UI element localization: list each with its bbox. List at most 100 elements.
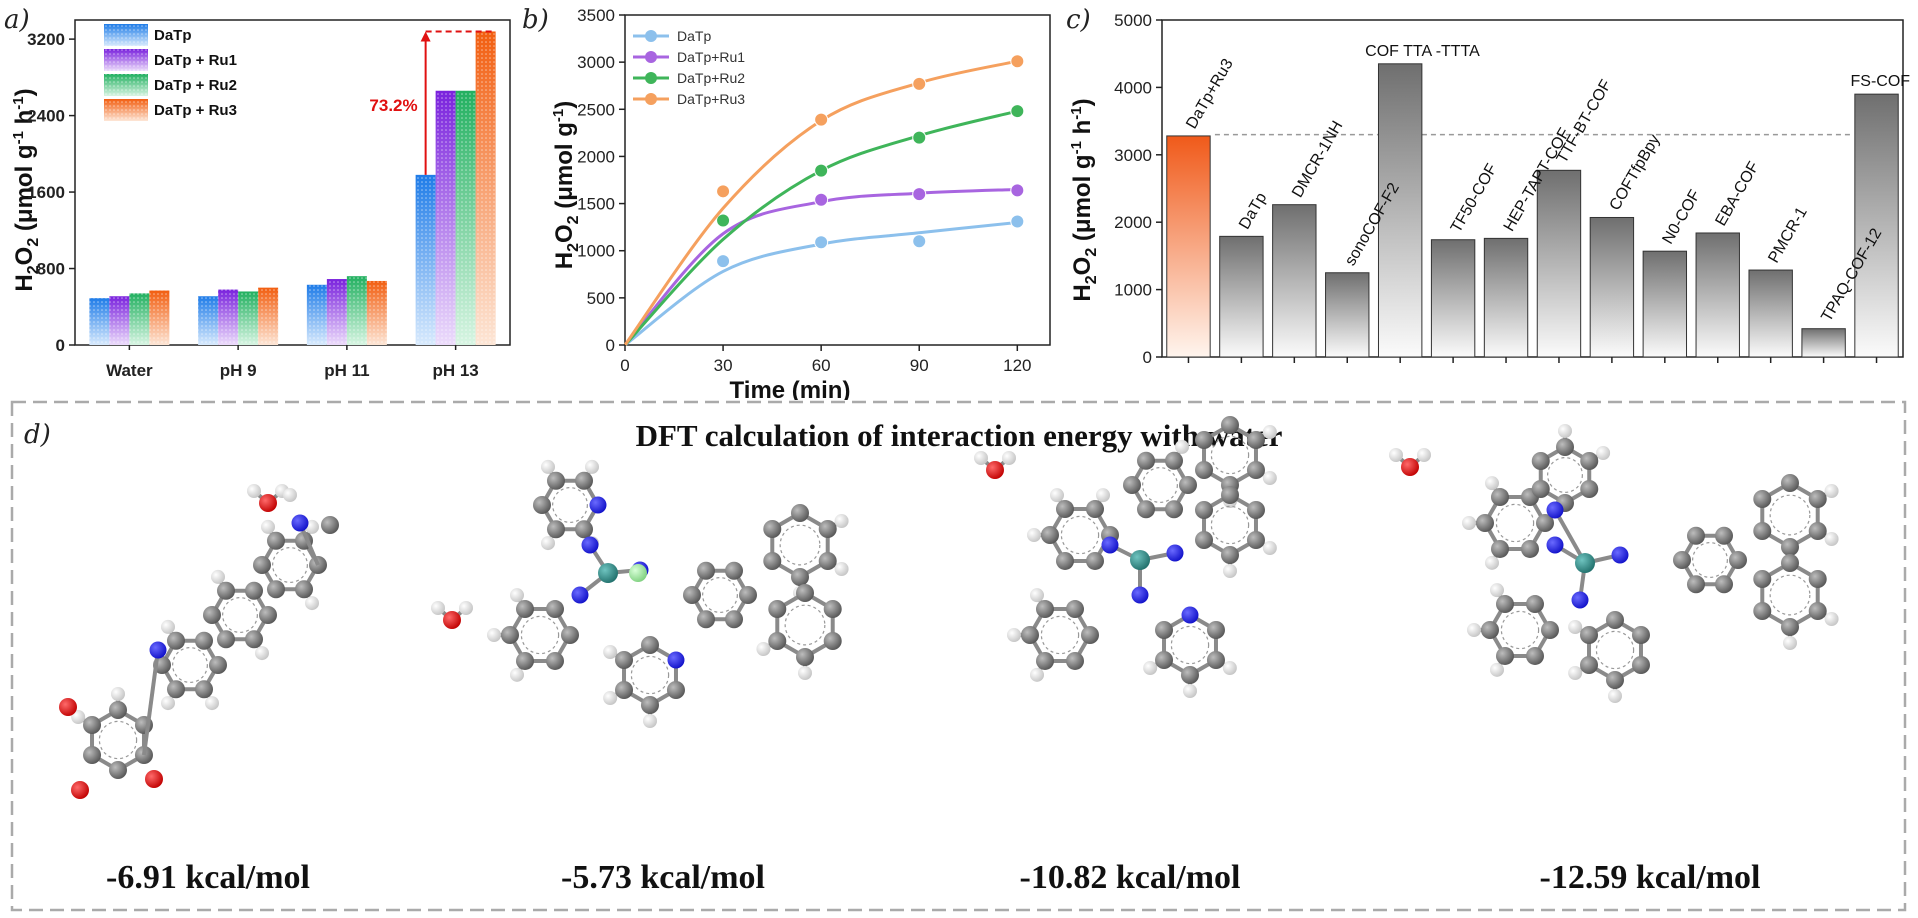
hydrogen-atom <box>510 588 524 603</box>
carbon-atom <box>83 716 102 734</box>
carbon-atom <box>1781 618 1799 636</box>
hydrogen-atom <box>541 459 555 474</box>
carbon-atom <box>1687 526 1705 545</box>
carbon-atom <box>818 552 837 570</box>
panel-b-ylabel: H2O2 (μmol g-1) <box>550 101 582 270</box>
panel-a-category-label: Water <box>106 361 153 380</box>
hydrogen-atom <box>1027 528 1041 542</box>
carbon-atom <box>768 600 787 618</box>
panel-c-bar <box>1536 169 1582 358</box>
panel-c-bar <box>1589 216 1635 358</box>
carbon-atom <box>501 626 519 644</box>
panel-c-bar-label: COF TTA -TTTA <box>1365 43 1480 60</box>
hydrogen-atom <box>603 645 618 659</box>
carbon-atom <box>217 581 235 600</box>
panel-a-bar-texture <box>218 289 239 345</box>
hydrogen-atom <box>1824 484 1839 498</box>
aromatic-ring-marker <box>1210 505 1250 545</box>
hydrogen-atom <box>1030 588 1044 603</box>
panel-b-xtick-label: 30 <box>714 356 733 375</box>
carbon-atom <box>1476 514 1494 532</box>
carbon-atom <box>1729 551 1747 569</box>
nitrogen-atom <box>581 536 599 554</box>
carbon-atom <box>1221 416 1239 434</box>
hydrogen-atom <box>1608 689 1622 703</box>
panel-a-ylabel: H2O2 (μmol g-1 h-1) <box>10 88 42 291</box>
panel-b-ytick-label: 2000 <box>577 147 615 166</box>
carbon-atom <box>295 580 313 599</box>
carbon-atom <box>1496 595 1514 614</box>
panel-a-label: a) <box>4 5 30 35</box>
carbon-atom <box>666 681 685 699</box>
carbon-atom <box>1195 431 1214 449</box>
carbon-atom <box>195 631 213 650</box>
hydrogen-atom <box>756 642 771 656</box>
carbon-atom <box>167 680 185 699</box>
carbon-atom <box>768 632 787 650</box>
panel-a-category-label: pH 9 <box>220 361 257 380</box>
hydrogen-atom <box>1490 583 1504 598</box>
hydrogen-atom <box>1462 516 1476 530</box>
panel-a-ytick-label: 0 <box>56 336 65 355</box>
carbon-atom <box>321 516 339 534</box>
oxygen-atom <box>1401 458 1419 476</box>
carbon-atom <box>1021 626 1039 644</box>
hydrogen-atom <box>603 691 618 705</box>
hydrogen-atom <box>1262 471 1277 485</box>
aromatic-ring-marker <box>1692 542 1728 578</box>
panel-c-bar-label: COFTfpBpy <box>1607 132 1664 214</box>
carbon-atom <box>1481 621 1499 639</box>
carbon-atom <box>1526 646 1544 665</box>
hydrogen-atom <box>798 666 812 680</box>
carbon-atom <box>697 561 715 580</box>
hydrogen-atom <box>111 687 125 701</box>
carbon-atom <box>1715 526 1733 545</box>
carbon-atom <box>267 580 285 599</box>
aromatic-ring-marker <box>702 577 738 613</box>
carbon-atom <box>516 600 534 619</box>
aromatic-ring-marker <box>172 647 208 683</box>
panel-a-category-label: pH 11 <box>324 361 369 380</box>
carbon-atom <box>561 626 579 644</box>
aromatic-ring-marker <box>1170 625 1210 665</box>
panel-a-bar-texture <box>198 296 219 345</box>
carbon-atom <box>1195 461 1214 479</box>
ruthenium-atom <box>598 563 618 583</box>
carbon-atom <box>641 636 659 654</box>
panel-b-xtick-label: 60 <box>812 356 831 375</box>
aromatic-ring-marker <box>1769 574 1811 616</box>
panel-b-ytick-label: 2500 <box>577 100 615 119</box>
aromatic-ring-marker <box>1060 515 1100 555</box>
hydrogen-atom <box>1389 448 1403 462</box>
panel-c-chart: c) H2O2 (μmol g-1 h-1) 0 1000 2000 3000 4000… <box>1066 5 1911 367</box>
aromatic-ring-marker <box>1210 435 1250 475</box>
carbon-atom <box>1041 526 1059 544</box>
panel-b-data-point <box>716 254 731 269</box>
panel-a-ytick-label: 3200 <box>27 30 65 49</box>
hydrogen-atom <box>1824 532 1839 546</box>
panel-a-ytick-label: 1600 <box>27 183 65 202</box>
panel-a-legend-swatch-texture <box>104 24 148 46</box>
carbon-atom <box>546 651 564 670</box>
oxygen-atom <box>443 611 461 629</box>
aromatic-ring-marker <box>1500 610 1540 650</box>
nitrogen-atom <box>1571 591 1589 609</box>
carbon-atom <box>1195 501 1214 519</box>
hydrogen-atom <box>510 667 524 682</box>
panel-a-bar-texture <box>326 279 347 345</box>
carbon-atom <box>739 586 757 604</box>
panel-b-xtick-label: 90 <box>910 356 929 375</box>
panel-b-data-point <box>912 234 927 249</box>
panel-c-plot-frame <box>1161 19 1904 358</box>
panel-a-arrowhead <box>420 31 431 42</box>
panel-b-ytick-label: 3500 <box>577 6 615 25</box>
aromatic-ring-marker <box>1595 630 1635 670</box>
panel-a-bar-texture <box>366 280 387 345</box>
hydrogen-atom <box>161 696 175 711</box>
panel-c-bar-label: FS-COF <box>1851 73 1911 90</box>
panel-b-data-point <box>1010 183 1025 198</box>
carbon-atom <box>1056 500 1074 519</box>
hydrogen-atom <box>1002 451 1016 465</box>
carbon-atom <box>1536 514 1554 532</box>
carbon-atom <box>697 610 715 629</box>
